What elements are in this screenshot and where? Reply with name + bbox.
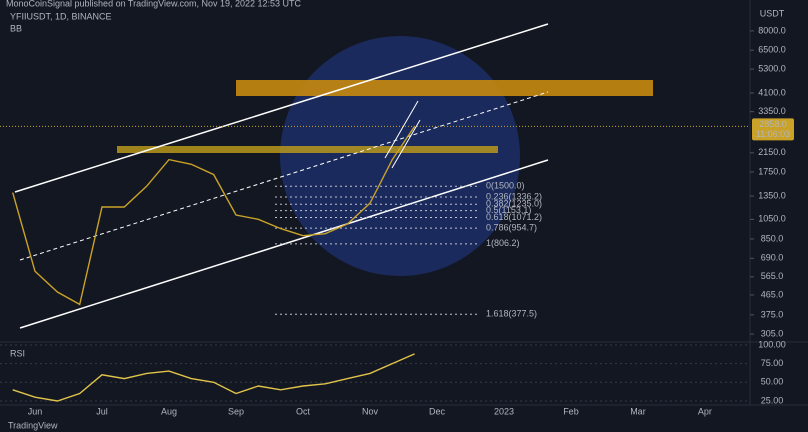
price-line bbox=[12, 126, 416, 306]
y-tick-label: 3350.0 bbox=[758, 106, 786, 116]
fib-label: 0.5(1153.1) bbox=[486, 205, 531, 215]
last-price-tag bbox=[752, 118, 794, 141]
published-note: MonoCoinSignal published on TradingView.… bbox=[6, 0, 302, 8]
rsi-line bbox=[12, 353, 415, 402]
x-tick-label: Jul bbox=[96, 406, 108, 416]
x-tick-label: Sep bbox=[228, 406, 244, 416]
y-tick-label: 850.0 bbox=[761, 233, 784, 243]
y-tick-label: 2150.0 bbox=[758, 147, 786, 157]
x-tick-label: Aug bbox=[161, 406, 177, 416]
y-tick-label: 6500.0 bbox=[758, 45, 786, 55]
countdown-label: 11:06:03 bbox=[756, 129, 790, 139]
y-tick-label: 465.0 bbox=[761, 289, 784, 299]
rsi-title: RSI bbox=[10, 348, 25, 358]
fib-label: 0.618(1071.2) bbox=[486, 212, 542, 222]
wedge-lower bbox=[391, 119, 421, 169]
x-tick-label: Nov bbox=[362, 406, 379, 416]
y-tick-label: 690.0 bbox=[761, 253, 784, 263]
currency-label: USDT bbox=[760, 8, 785, 18]
fib-label: 0.786(954.7) bbox=[486, 223, 537, 233]
rsi-tick-label: 25.00 bbox=[761, 395, 784, 405]
indicator-label: BB bbox=[10, 23, 22, 33]
y-tick-label: 4100.0 bbox=[758, 87, 786, 97]
channel-upper bbox=[14, 23, 549, 193]
fib-label: 1.618(377.5) bbox=[486, 309, 537, 319]
wedge-upper bbox=[384, 100, 419, 159]
y-tick-label: 1050.0 bbox=[758, 214, 786, 224]
y-tick-label: 375.0 bbox=[761, 309, 784, 319]
fib-label: 0(1500.0) bbox=[486, 181, 525, 191]
fib-label: 0.236(1336.2) bbox=[486, 191, 542, 201]
x-tick-label: Apr bbox=[698, 406, 712, 416]
y-tick-label: 1350.0 bbox=[758, 190, 786, 200]
x-tick-label: 2023 bbox=[494, 406, 514, 416]
y-tick-label: 305.0 bbox=[761, 328, 784, 338]
y-tick-label: 565.0 bbox=[761, 271, 784, 281]
rsi-tick-label: 100.00 bbox=[758, 339, 786, 349]
support-zone bbox=[117, 146, 498, 153]
y-tick-label: 8000.0 bbox=[758, 25, 786, 35]
footer-logo: TradingView bbox=[8, 420, 58, 430]
x-tick-label: Mar bbox=[630, 406, 646, 416]
x-tick-label: Dec bbox=[429, 406, 446, 416]
channel-lower bbox=[19, 159, 549, 329]
x-tick-label: Jun bbox=[28, 406, 43, 416]
rsi-tick-label: 75.00 bbox=[761, 358, 784, 368]
y-tick-label: 5300.0 bbox=[758, 63, 786, 73]
resistance-zone bbox=[236, 80, 653, 96]
last-price-label: 2858.0 bbox=[759, 119, 787, 129]
channel-mid bbox=[19, 91, 549, 261]
highlight-circle bbox=[280, 36, 520, 276]
fib-label: 1(806.2) bbox=[486, 238, 520, 248]
x-tick-label: Feb bbox=[563, 406, 579, 416]
x-tick-label: Oct bbox=[296, 406, 311, 416]
symbol-label: YFIIUSDT, 1D, BINANCE bbox=[10, 11, 112, 21]
fib-label: 0.382(1235.0) bbox=[486, 199, 542, 209]
rsi-tick-label: 50.00 bbox=[761, 377, 784, 387]
y-tick-label: 1750.0 bbox=[758, 166, 786, 176]
